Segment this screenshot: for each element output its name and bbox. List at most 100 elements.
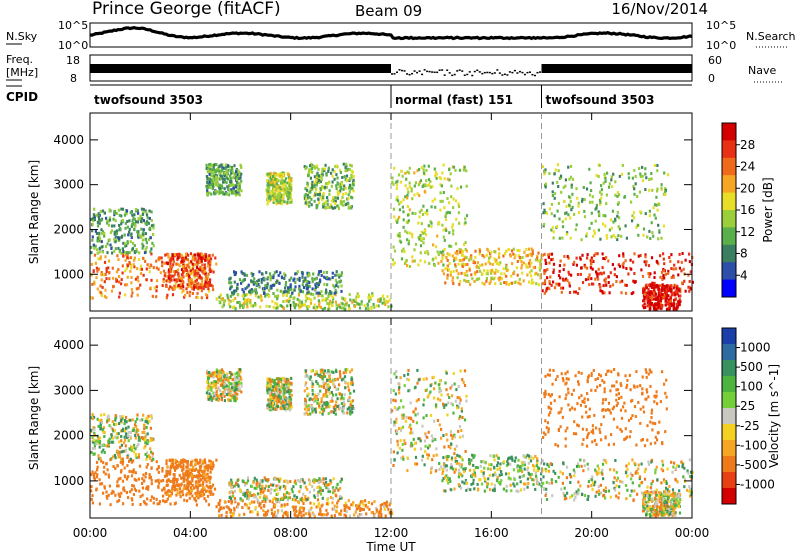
scatter-cell bbox=[215, 395, 218, 399]
scatter-cell bbox=[108, 238, 111, 242]
scatter-cell bbox=[224, 167, 227, 171]
scatter-cell bbox=[306, 193, 309, 197]
scatter-cell bbox=[337, 488, 340, 492]
scatter-cell bbox=[575, 223, 578, 227]
scatter-cell bbox=[599, 202, 602, 206]
scatter-cell bbox=[595, 173, 598, 177]
scatter-cell bbox=[112, 429, 115, 433]
scatter-cell bbox=[351, 182, 354, 186]
freq-dot bbox=[483, 71, 486, 74]
scatter-cell bbox=[196, 474, 199, 478]
scatter-cell bbox=[170, 286, 174, 290]
scatter-cell bbox=[175, 460, 179, 463]
scatter-cell bbox=[265, 293, 268, 296]
beam-label: Beam 09 bbox=[355, 2, 422, 20]
scatter-cell bbox=[249, 491, 252, 495]
scatter-cell bbox=[379, 299, 382, 303]
scatter-cell bbox=[650, 172, 653, 175]
scatter-cell bbox=[427, 164, 430, 168]
scatter-cell bbox=[222, 301, 226, 305]
scatter-cell bbox=[271, 483, 275, 487]
scatter-cell bbox=[230, 180, 233, 184]
scatter-cell bbox=[404, 184, 407, 188]
freq-dot bbox=[513, 69, 516, 72]
scatter-cell bbox=[302, 513, 305, 517]
scatter-cell bbox=[199, 283, 202, 287]
scatter-cell bbox=[100, 459, 103, 463]
noise-right-tick-hi: 10^5 bbox=[706, 19, 736, 32]
freq-dot bbox=[433, 71, 436, 74]
scatter-cell bbox=[278, 281, 281, 285]
scatter-cell bbox=[337, 193, 340, 197]
scatter-cell bbox=[665, 291, 668, 295]
scatter-cell bbox=[335, 164, 338, 168]
scatter-cell bbox=[663, 287, 666, 291]
scatter-cell bbox=[504, 252, 507, 256]
scatter-cell bbox=[452, 206, 455, 210]
scatter-cell bbox=[670, 253, 673, 257]
scatter-cell bbox=[204, 266, 207, 270]
scatter-cell bbox=[131, 445, 134, 449]
scatter-cell bbox=[110, 289, 114, 293]
scatter-cell bbox=[669, 299, 672, 303]
scatter-cell bbox=[316, 164, 319, 168]
scatter-cell bbox=[211, 164, 214, 168]
scatter-cell bbox=[261, 272, 264, 276]
scatter-cell bbox=[331, 300, 334, 304]
scatter-cell bbox=[404, 171, 407, 175]
scatter-cell bbox=[150, 224, 154, 228]
scatter-cell bbox=[110, 247, 113, 250]
scatter-cell bbox=[328, 490, 332, 494]
scatter-cell bbox=[113, 209, 116, 213]
scatter-cell bbox=[416, 169, 419, 173]
scatter-cell bbox=[638, 190, 641, 194]
scatter-cell bbox=[556, 224, 559, 228]
scatter-cell bbox=[465, 214, 469, 218]
scatter-cell bbox=[393, 261, 396, 265]
scatter-cell bbox=[203, 269, 207, 273]
scatter-cell bbox=[541, 165, 545, 169]
scatter-cell bbox=[326, 202, 329, 206]
freq-dot bbox=[443, 74, 446, 76]
scatter-cell bbox=[219, 293, 222, 297]
scatter-cell bbox=[178, 487, 182, 491]
scatter-cell bbox=[209, 393, 212, 396]
freq-dot bbox=[418, 70, 421, 72]
scatter-cell bbox=[481, 263, 484, 267]
scatter-cell bbox=[391, 180, 394, 184]
scatter-cell bbox=[102, 461, 105, 465]
scatter-cell bbox=[192, 287, 195, 291]
scatter-cell bbox=[448, 211, 452, 215]
scatter-cell bbox=[341, 196, 344, 199]
scatter-cell bbox=[406, 170, 409, 174]
scatter-cell bbox=[602, 214, 605, 217]
freq-dot bbox=[401, 69, 404, 72]
scatter-cell bbox=[341, 302, 344, 306]
scatter-cell bbox=[632, 291, 635, 295]
scatter-cell bbox=[327, 166, 330, 170]
scatter-cell bbox=[502, 267, 505, 271]
scatter-cell bbox=[358, 513, 361, 517]
scatter-cell bbox=[419, 244, 423, 248]
scatter-cell bbox=[193, 498, 197, 501]
scatter-cell bbox=[649, 283, 653, 287]
scatter-cell bbox=[586, 256, 589, 260]
scatter-cell bbox=[652, 206, 655, 210]
scatter-cell bbox=[238, 488, 242, 492]
scatter-cell bbox=[344, 192, 347, 195]
scatter-cell bbox=[657, 303, 660, 307]
scatter-cell bbox=[213, 178, 216, 182]
scatter-cell bbox=[98, 445, 101, 449]
scatter-cell bbox=[296, 514, 299, 518]
scatter-cell bbox=[399, 240, 403, 244]
scatter-cell bbox=[139, 235, 142, 239]
scatter-cell bbox=[428, 261, 431, 265]
scatter-cell bbox=[553, 214, 556, 218]
scatter-cell bbox=[556, 180, 559, 184]
scatter-cell bbox=[308, 482, 311, 486]
scatter-cell bbox=[113, 230, 116, 234]
scatter-cell bbox=[544, 168, 547, 172]
scatter-cell bbox=[451, 254, 454, 258]
scatter-cell bbox=[227, 500, 230, 503]
scatter-cell bbox=[679, 294, 682, 298]
